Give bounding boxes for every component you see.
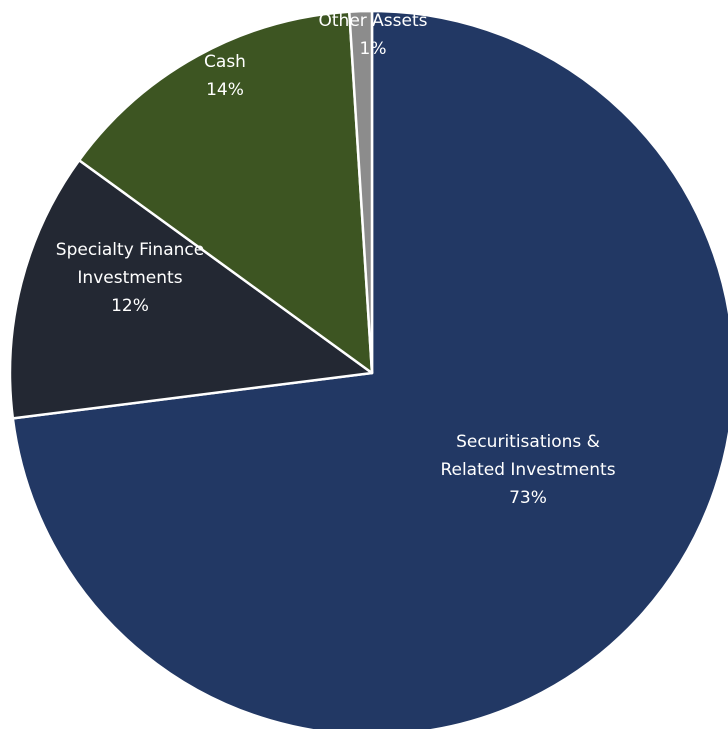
- pie-value-label: 73%: [509, 488, 547, 508]
- pie-label-securitisations-related-investments: Securitisations & Related Investments 73%: [440, 432, 615, 508]
- pie-slice-cash: [77, 10, 374, 375]
- pie-category-label: Securitisations &: [456, 432, 600, 452]
- pie-category-label: Related Investments: [440, 460, 615, 480]
- pie-category-label: Investments: [77, 268, 182, 288]
- pie-category-label: Cash: [204, 52, 246, 72]
- pie-label-other-assets: Other Assets 1%: [319, 11, 428, 59]
- pie-labels: Securitisations &Related Investments73%S…: [56, 11, 616, 508]
- pie-value-label: 1%: [360, 39, 387, 59]
- pie-value-label: 12%: [111, 296, 149, 316]
- pie-slice-securitisations-related-investments: [11, 9, 728, 734]
- pie-label-cash: Cash 14%: [204, 52, 246, 100]
- pie-value-label: 14%: [206, 80, 244, 100]
- pie-category-label: Specialty Finance: [56, 240, 204, 260]
- pie-slice-specialty-finance-investments: [8, 158, 374, 420]
- pie-slices: [8, 9, 728, 734]
- pie-slice-other-assets: [348, 9, 374, 375]
- pie-category-label: Other Assets: [319, 11, 428, 31]
- pie-label-specialty-finance-investments: Specialty Finance Investments 12%: [56, 240, 204, 316]
